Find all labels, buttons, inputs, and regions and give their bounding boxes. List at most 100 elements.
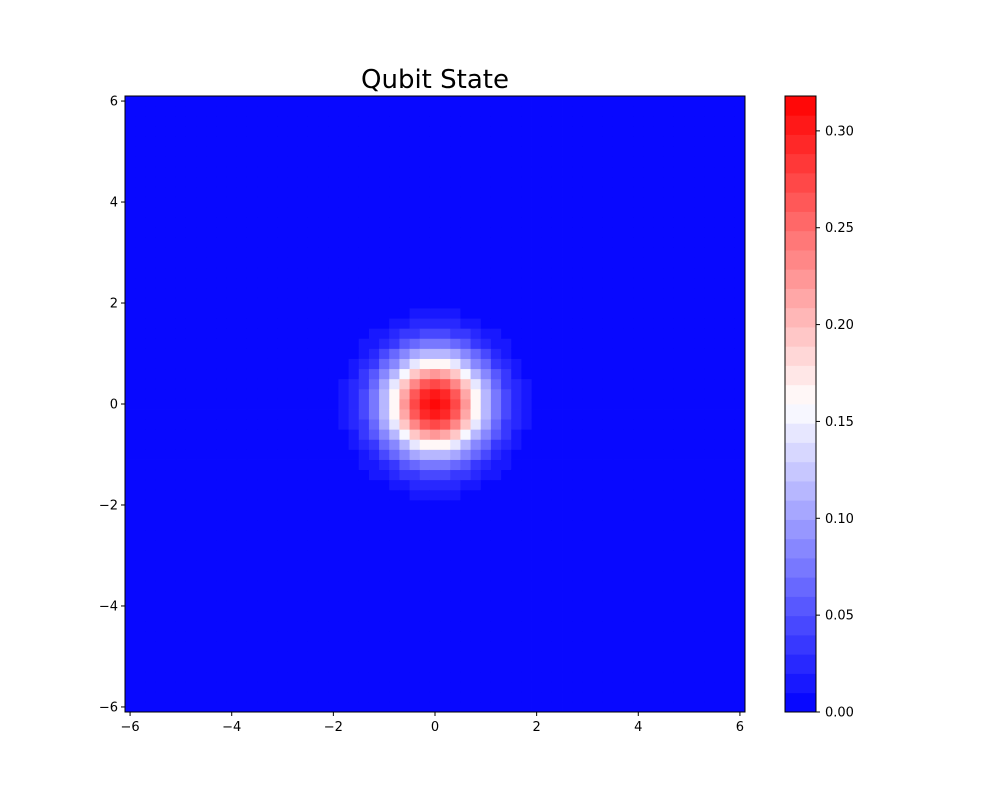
heatmap-cell (236, 378, 248, 390)
heatmap-cell (602, 530, 614, 541)
heatmap-cell (216, 419, 228, 430)
heatmap-cell (602, 166, 614, 178)
heatmap-cell (246, 136, 258, 147)
heatmap-cell (572, 510, 583, 521)
heatmap-cell (135, 469, 146, 481)
heatmap-cell (318, 338, 329, 349)
heatmap-cell (318, 116, 329, 127)
heatmap-cell (135, 338, 146, 349)
heatmap-cell (348, 176, 360, 188)
colorbar-segment (785, 461, 816, 482)
heatmap-cell (389, 489, 400, 501)
heatmap-cell (419, 570, 431, 582)
heatmap-cell (165, 207, 177, 218)
heatmap-cell (521, 419, 532, 430)
heatmap-cell (135, 419, 146, 430)
heatmap-cell (338, 126, 349, 137)
heatmap-cell (379, 277, 390, 289)
heatmap-cell (318, 96, 329, 107)
heatmap-cell (165, 257, 177, 269)
heatmap-cell (623, 651, 634, 662)
heatmap-cell (419, 358, 431, 370)
heatmap-cell (277, 297, 289, 309)
heatmap-cell (653, 489, 665, 501)
heatmap-cell (541, 429, 553, 440)
heatmap-cell (125, 479, 136, 491)
heatmap-cell (531, 146, 543, 157)
heatmap-cell (429, 621, 441, 632)
heatmap-cell (297, 388, 309, 400)
heatmap-cell (389, 641, 400, 652)
heatmap-cell (175, 641, 187, 652)
heatmap-cell (633, 146, 644, 157)
heatmap-cell (623, 257, 634, 269)
heatmap-cell (572, 247, 583, 258)
heatmap-cell (511, 308, 522, 319)
heatmap-cell (521, 358, 532, 370)
heatmap-cell (592, 267, 604, 279)
heatmap-cell (724, 318, 736, 329)
heatmap-cell (155, 611, 167, 622)
heatmap-cell (165, 530, 177, 541)
heatmap-cell (511, 510, 522, 521)
heatmap-cell (663, 388, 675, 400)
heatmap-cell (257, 469, 268, 481)
heatmap-cell (399, 328, 410, 339)
heatmap-cell (175, 368, 187, 380)
heatmap-cell (165, 489, 177, 501)
heatmap-cell (551, 368, 563, 380)
heatmap-cell (592, 439, 604, 450)
heatmap-cell (328, 439, 339, 450)
heatmap-cell (348, 459, 360, 471)
heatmap-cell (399, 449, 410, 460)
heatmap-cell (155, 267, 167, 279)
heatmap-cell (612, 419, 624, 430)
heatmap-cell (368, 651, 380, 662)
heatmap-cell (562, 570, 573, 582)
heatmap-cell (277, 237, 289, 248)
heatmap-cell (582, 237, 593, 248)
heatmap-cell (612, 308, 624, 319)
heatmap-cell (724, 419, 736, 430)
heatmap-cell (521, 499, 532, 511)
heatmap-cell (155, 429, 167, 440)
heatmap-cell (694, 499, 705, 511)
heatmap-cell (490, 96, 502, 107)
heatmap-cell (633, 217, 644, 228)
heatmap-cell (623, 469, 634, 481)
heatmap-cell (521, 560, 532, 572)
heatmap-cell (531, 681, 543, 693)
heatmap-cell (277, 611, 289, 622)
heatmap-cell (236, 590, 248, 602)
heatmap-cell (582, 499, 593, 511)
heatmap-cell (236, 247, 248, 258)
heatmap-cell (623, 661, 634, 673)
heatmap-cell (653, 308, 665, 319)
heatmap-cell (633, 247, 644, 258)
heatmap-cell (307, 338, 319, 349)
heatmap-cell (165, 691, 177, 703)
heatmap-cell (165, 348, 177, 359)
heatmap-cell (602, 459, 614, 471)
heatmap-cell (267, 550, 278, 561)
heatmap-cell (460, 186, 471, 198)
heatmap-cell (125, 499, 136, 511)
heatmap-cell (521, 156, 532, 168)
heatmap-cell (389, 429, 400, 440)
heatmap-cell (643, 449, 654, 460)
heatmap-cell (145, 681, 156, 693)
heatmap-cell (501, 297, 512, 309)
heatmap-cell (287, 651, 299, 662)
heatmap-cell (643, 459, 654, 471)
heatmap-cell (287, 348, 299, 359)
heatmap-cell (490, 267, 502, 279)
heatmap-cell (470, 439, 482, 450)
heatmap-cell (318, 186, 329, 198)
heatmap-cell (714, 459, 726, 471)
heatmap-cell (196, 126, 207, 137)
heatmap-cell (307, 237, 319, 248)
heatmap-cell (226, 409, 238, 420)
heatmap-cell (623, 550, 634, 561)
heatmap-cell (175, 449, 187, 460)
heatmap-cell (348, 156, 360, 168)
